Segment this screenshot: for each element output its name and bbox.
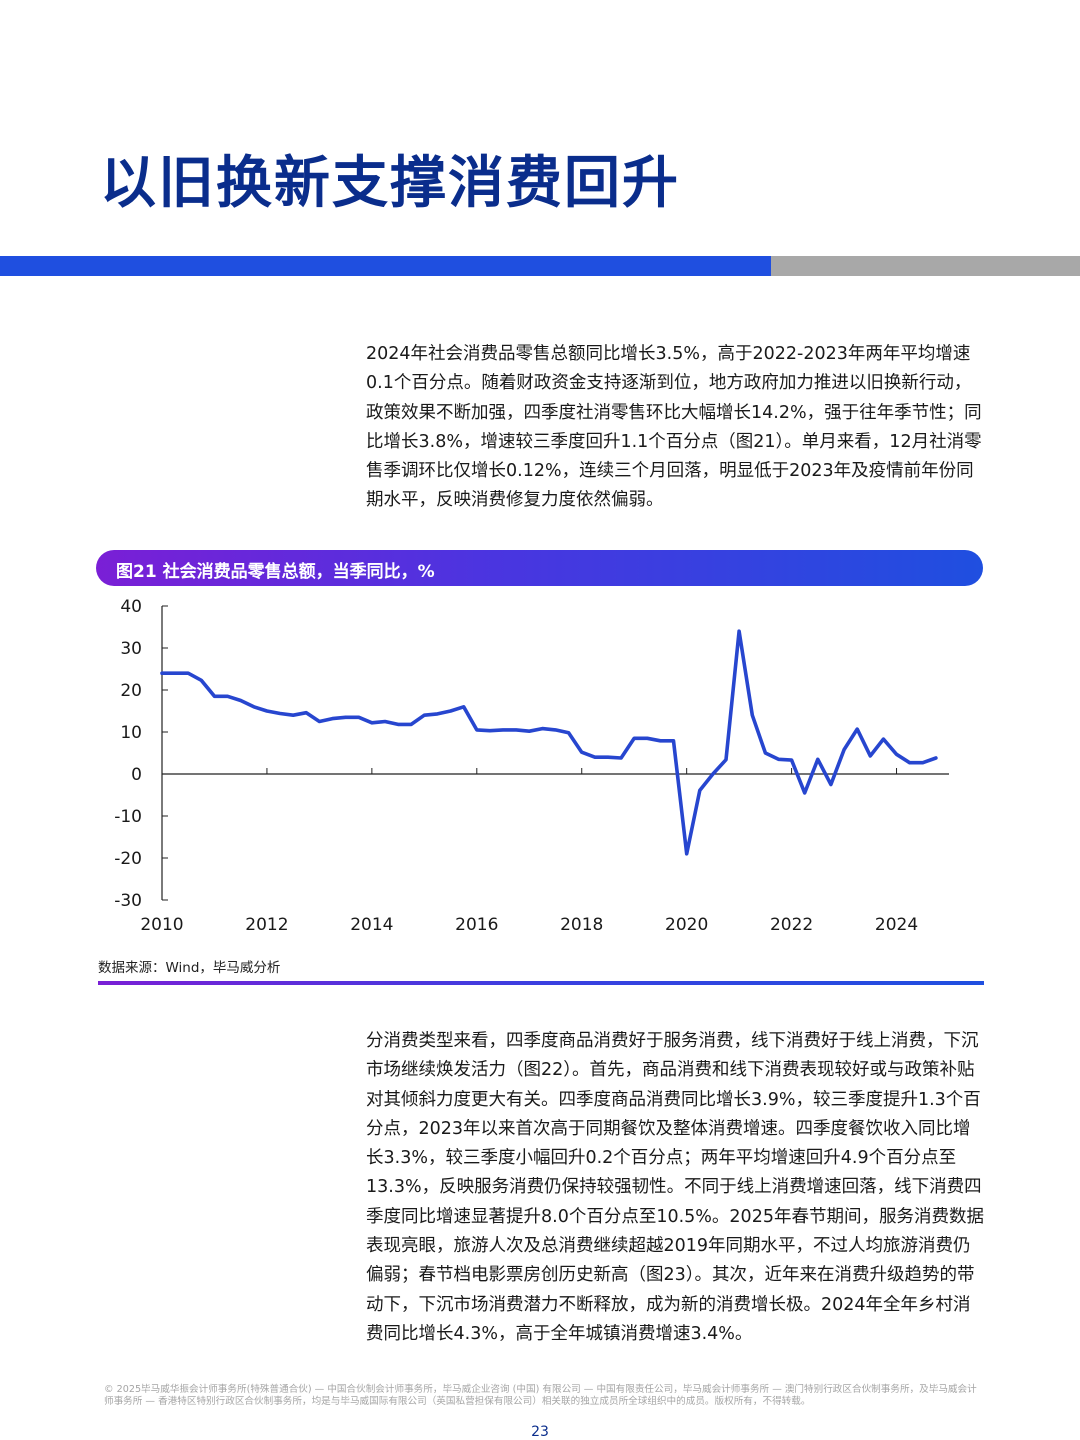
y-tick-label: -10 bbox=[114, 807, 142, 827]
body-paragraph-1: 2024年社会消费品零售总额同比增长3.5%，高于2022-2023年两年平均增… bbox=[366, 344, 982, 511]
body-paragraph-2: 分消费类型来看，四季度商品消费好于服务消费，线下消费好于线上消费，下沉市场继续焕… bbox=[366, 1031, 984, 1344]
y-tick-label: 40 bbox=[120, 597, 142, 617]
figure-source: 数据来源：Wind，毕马威分析 bbox=[98, 960, 281, 976]
x-tick-label: 2010 bbox=[140, 915, 183, 935]
x-tick-label: 2024 bbox=[875, 915, 918, 935]
y-tick-label: -20 bbox=[114, 849, 142, 869]
figure-title-banner: 图21 社会消费品零售总额，当季同比，% bbox=[96, 550, 983, 586]
y-tick-label: 20 bbox=[120, 681, 142, 701]
x-tick-label: 2016 bbox=[455, 915, 498, 935]
x-tick-label: 2012 bbox=[245, 915, 288, 935]
series-line bbox=[160, 629, 938, 856]
page-number: 23 bbox=[531, 1424, 549, 1440]
x-tick-label: 2018 bbox=[560, 915, 603, 935]
copyright-footer: © 2025毕马威华振会计师事务所(特殊普通合伙) — 中国合伙制会计师事务所，… bbox=[104, 1384, 977, 1407]
figure-title: 图21 社会消费品零售总额，当季同比，% bbox=[116, 562, 435, 582]
page-title: 以旧换新支撑消费回升 bbox=[100, 151, 680, 216]
header-rule-blue bbox=[0, 256, 771, 276]
y-tick-label: -30 bbox=[114, 891, 142, 911]
x-tick-label: 2014 bbox=[350, 915, 393, 935]
x-tick-label: 2022 bbox=[770, 915, 813, 935]
y-tick-label: 0 bbox=[131, 765, 142, 785]
x-tick-label: 2020 bbox=[665, 915, 708, 935]
y-tick-label: 30 bbox=[120, 639, 142, 659]
figure-bottom-rule bbox=[98, 981, 984, 985]
header-rule-grey bbox=[771, 256, 1080, 276]
y-tick-label: 10 bbox=[120, 723, 142, 743]
